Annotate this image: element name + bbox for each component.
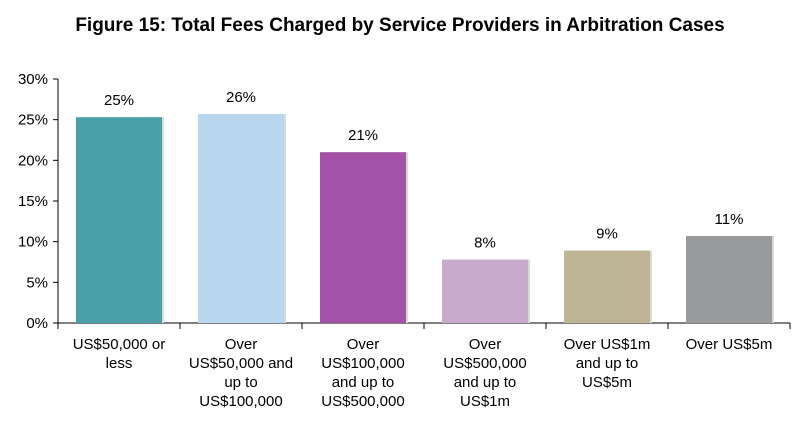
y-tick-label: 10%: [18, 234, 48, 251]
y-tick-label: 25%: [18, 112, 48, 129]
y-tick-label: 5%: [26, 274, 48, 291]
bar: [442, 259, 528, 323]
y-tick-label: 30%: [18, 71, 48, 88]
y-tick-label: 0%: [26, 315, 48, 332]
data-label: 21%: [348, 127, 378, 144]
y-tick-label: 20%: [18, 152, 48, 169]
bar: [686, 235, 772, 323]
bar: [198, 113, 284, 324]
data-label: 8%: [474, 235, 496, 252]
data-label: 9%: [596, 226, 618, 243]
data-label: 26%: [226, 89, 256, 106]
data-label: 11%: [715, 211, 744, 228]
data-label: 25%: [104, 92, 134, 109]
bar: [320, 152, 406, 323]
bar: [564, 250, 650, 323]
y-tick-label: 15%: [18, 193, 48, 210]
bar: [76, 117, 162, 323]
chart-title: Figure 15: Total Fees Charged by Service…: [75, 15, 725, 36]
